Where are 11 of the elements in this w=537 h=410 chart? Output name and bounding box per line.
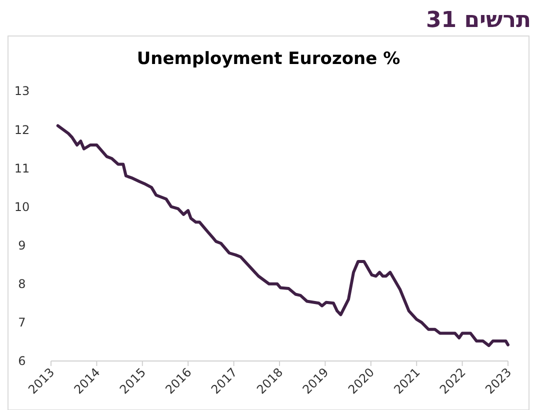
y-tick-label: 13 <box>14 84 30 98</box>
y-tick-label: 9 <box>18 238 26 252</box>
line-series <box>56 124 510 348</box>
y-tick-label: 10 <box>14 200 30 214</box>
y-tick-label: 12 <box>14 122 30 137</box>
chart-subtitle: Unemployment Eurozone % <box>136 49 400 69</box>
y-tick-label: 11 <box>14 161 30 176</box>
y-tick-label: 8 <box>18 277 26 292</box>
chart-title: תרשים 31 <box>426 8 531 33</box>
y-tick-label: 7 <box>18 316 26 330</box>
y-tick-label: 6 <box>18 354 26 368</box>
